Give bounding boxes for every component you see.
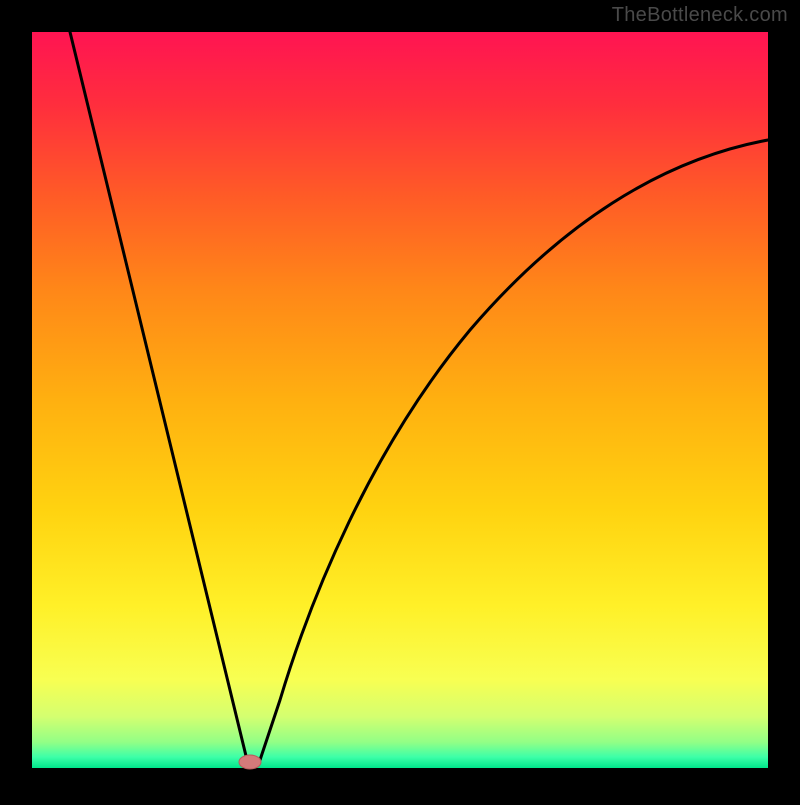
- watermark-text: TheBottleneck.com: [612, 4, 788, 27]
- chart-svg: [0, 0, 800, 800]
- bottleneck-chart: [0, 0, 800, 800]
- plot-area: [32, 32, 768, 768]
- minimum-marker: [239, 755, 261, 769]
